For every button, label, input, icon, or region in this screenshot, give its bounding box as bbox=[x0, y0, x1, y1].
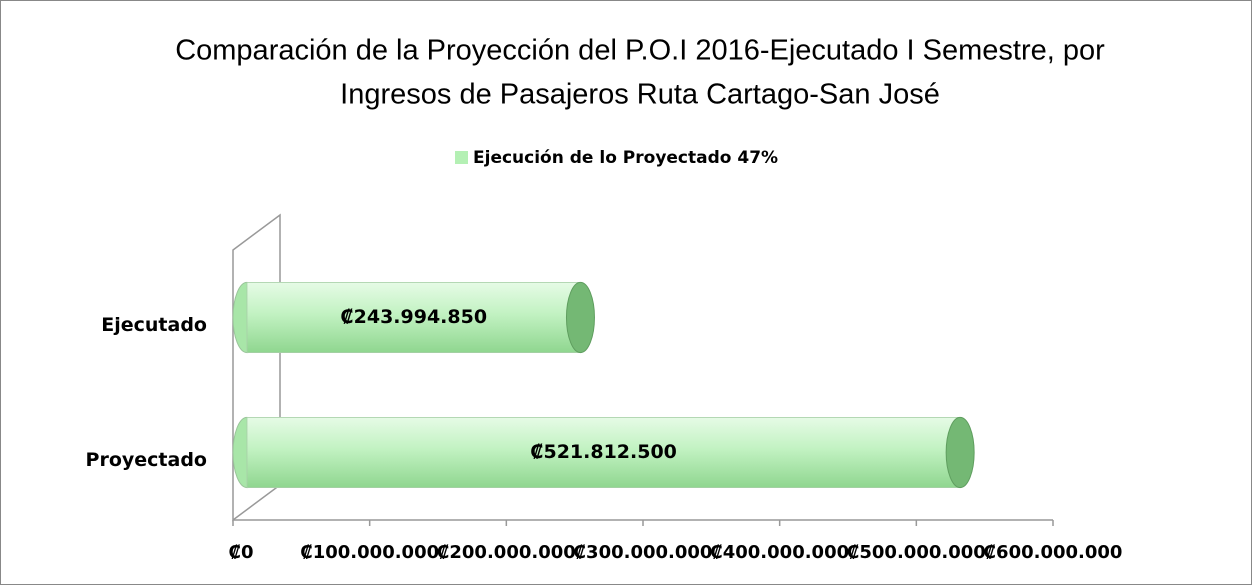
x-tick-label: ₡500.000.000 bbox=[847, 542, 986, 563]
bar bbox=[246, 416, 961, 488]
chart-title: Ingresos de Pasajeros Ruta Cartago-San J… bbox=[340, 79, 940, 111]
x-tick-label: ₡300.000.000 bbox=[574, 542, 713, 563]
y-tick-label: Proyectado bbox=[86, 449, 207, 471]
x-tick-label: ₡600.000.000 bbox=[984, 542, 1123, 563]
chart-title: Comparación de la Proyección del P.O.I 2… bbox=[175, 35, 1105, 67]
legend-label: Ejecución de lo Proyectado 47% bbox=[473, 148, 778, 168]
legend-swatch bbox=[455, 151, 468, 164]
x-tick-label: ₡0 bbox=[228, 542, 253, 563]
x-tick-label: ₡400.000.000 bbox=[710, 542, 849, 563]
x-tick-label: ₡100.000.000 bbox=[300, 542, 439, 563]
bar bbox=[246, 281, 581, 353]
bar-end-cap bbox=[565, 281, 595, 354]
data-label: ₡243.994.850 bbox=[340, 306, 487, 328]
y-tick-label: Ejecutado bbox=[101, 314, 207, 336]
x-tick-label: ₡200.000.000 bbox=[437, 542, 576, 563]
bar-end-cap bbox=[945, 416, 975, 489]
data-label: ₡521.812.500 bbox=[530, 441, 677, 463]
